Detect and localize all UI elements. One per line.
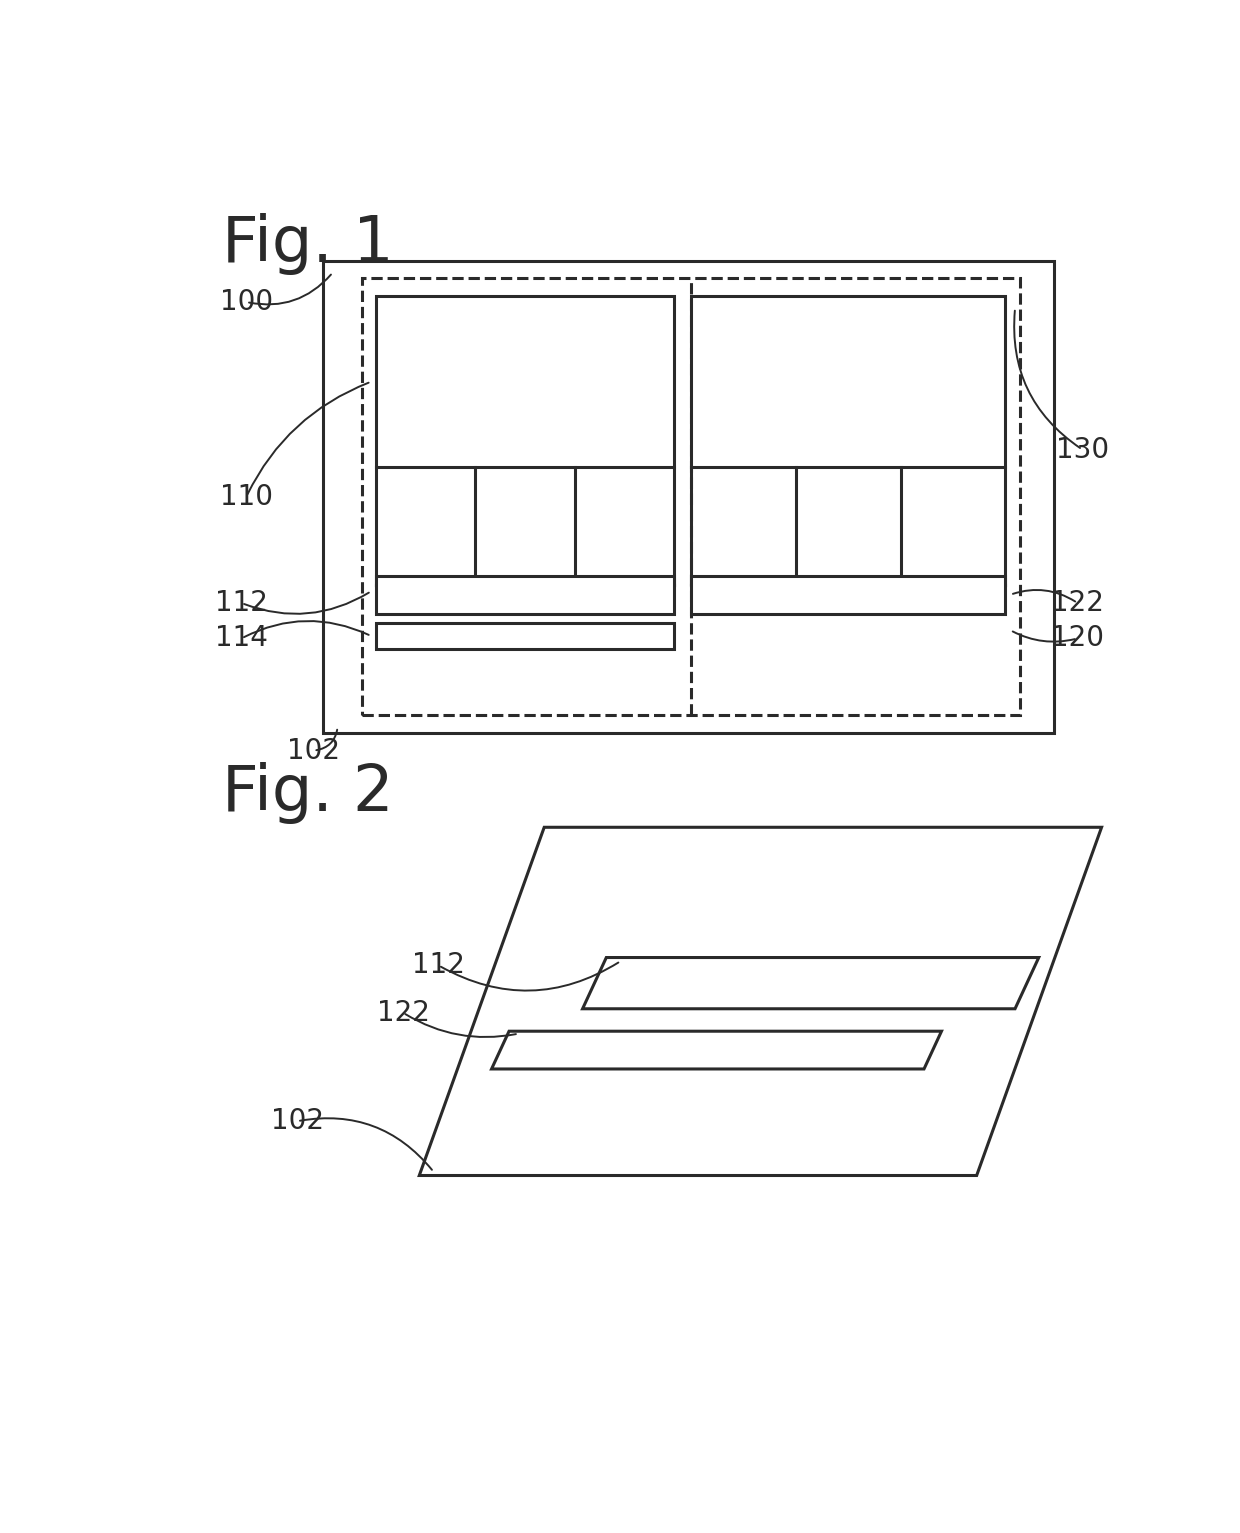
Polygon shape <box>583 958 1039 1009</box>
Text: 114: 114 <box>215 624 268 653</box>
Text: 130: 130 <box>1055 435 1109 463</box>
Polygon shape <box>419 828 1101 1176</box>
Bar <box>376 296 675 468</box>
Bar <box>376 622 675 648</box>
Bar <box>324 261 1054 733</box>
Text: Fig. 1: Fig. 1 <box>222 213 394 276</box>
Text: 102: 102 <box>270 1107 324 1136</box>
Text: 112: 112 <box>215 589 268 616</box>
Bar <box>691 576 1006 613</box>
Bar <box>376 576 675 613</box>
Text: 100: 100 <box>219 288 273 316</box>
Text: 122: 122 <box>1052 589 1104 616</box>
Text: 120: 120 <box>1052 624 1104 653</box>
Text: 122: 122 <box>377 998 429 1027</box>
Bar <box>691 296 1006 468</box>
Text: 102: 102 <box>288 736 340 765</box>
Text: Fig. 2: Fig. 2 <box>222 762 394 825</box>
Bar <box>362 279 1021 714</box>
Polygon shape <box>491 1032 941 1069</box>
Text: 112: 112 <box>412 952 465 980</box>
Text: 110: 110 <box>219 483 273 510</box>
